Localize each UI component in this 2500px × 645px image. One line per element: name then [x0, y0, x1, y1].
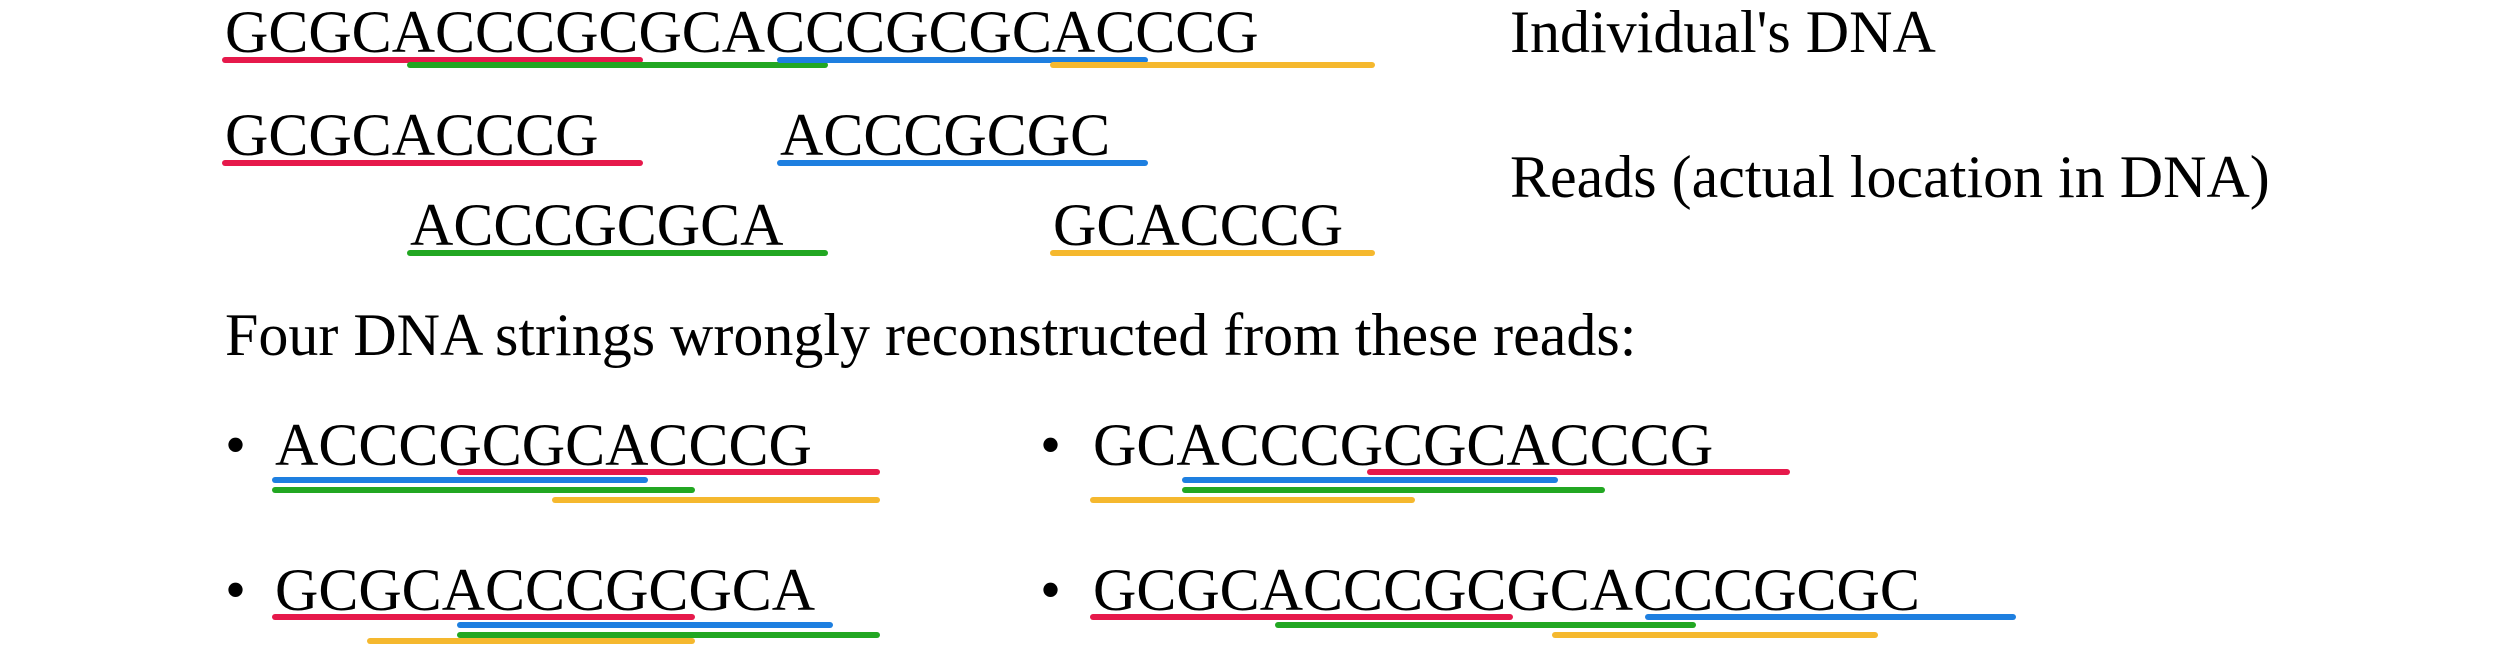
bullet-3: •: [225, 557, 247, 623]
read-1: GCGCACCCG: [225, 102, 599, 168]
bullet-1: •: [225, 412, 247, 478]
wrong-string-4: GCGCACCCGCGCACCCGCGC: [1093, 557, 1920, 623]
wrong-caption: Four DNA strings wrongly reconstructed f…: [225, 302, 1637, 368]
read-2: ACCCGCGCA: [410, 192, 784, 258]
dna-sequence: GCGCACCCGCGCACCCGCGCACCCG: [225, 0, 1259, 65]
wrong-string-2: GCACCCGCGCACCCG: [1093, 412, 1714, 478]
dna-caption: Individual's DNA: [1510, 0, 1936, 65]
bullet-4: •: [1040, 557, 1062, 623]
wrong-string-3: GCGCACCCGCGCA: [275, 557, 816, 623]
read-4: GCACCCG: [1053, 192, 1344, 258]
wrong-string-1: ACCCGCGCACCCG: [275, 412, 812, 478]
bullet-2: •: [1040, 412, 1062, 478]
reads-caption: Reads (actual location in DNA): [1510, 144, 2270, 210]
read-3: ACCCGCGC: [780, 102, 1111, 168]
